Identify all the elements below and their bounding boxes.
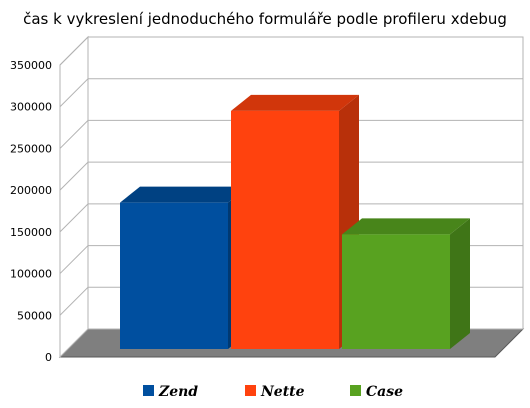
legend-label: Case [366,384,403,400]
bar-side [450,218,470,349]
y-tick-label: 150000 [10,226,52,239]
bar-top [231,94,359,111]
y-tick-label: 350000 [10,59,52,72]
legend-label: Nette [260,384,305,400]
gridline [59,161,523,191]
gridline [59,36,523,66]
y-tick-label: 0 [45,351,52,364]
chart-title: čas k vykreslení jednoduchého formuláře … [23,10,507,28]
chart-side-wall [59,35,89,359]
bar-zend [120,202,228,349]
gridline [59,119,523,149]
legend-label: Zend [158,384,198,400]
y-tick-label: 250000 [10,142,52,155]
y-tick-label: 100000 [10,268,52,281]
legend-swatch [143,385,154,396]
bar-top [120,186,248,203]
gridline [59,203,523,233]
y-tick-label: 50000 [17,309,52,322]
legend-swatch [245,385,256,396]
bar-case [342,234,450,349]
y-tick-label: 300000 [10,101,52,114]
legend-swatch [350,385,361,396]
y-tick-label: 200000 [10,184,52,197]
bar-top [342,218,470,235]
gridline [59,78,523,108]
bar-nette [231,110,339,349]
